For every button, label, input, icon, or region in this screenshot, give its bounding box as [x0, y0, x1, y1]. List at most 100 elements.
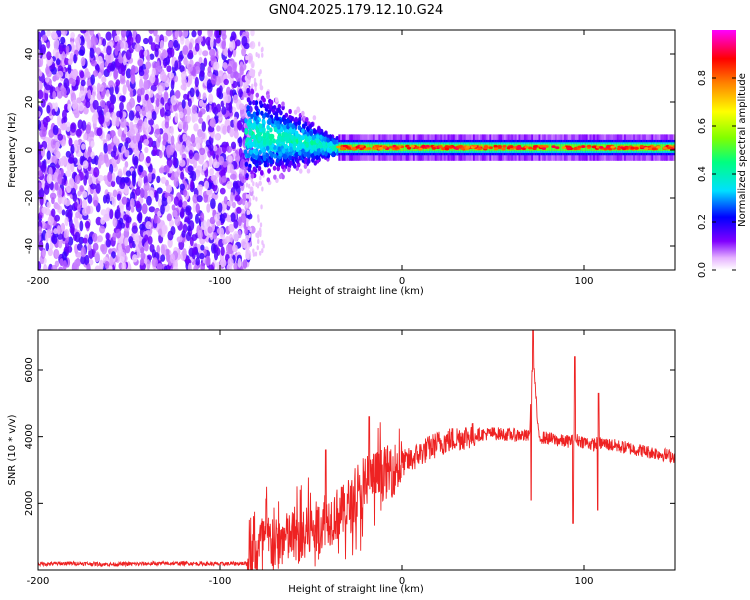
noise-cell	[47, 42, 51, 49]
transition-cell	[251, 174, 255, 179]
noise-cell	[134, 235, 139, 245]
noise-cell	[220, 259, 226, 268]
noise-cell	[162, 224, 168, 234]
noise-cell	[202, 163, 207, 171]
noise-cell	[75, 175, 81, 185]
noise-cell	[196, 203, 200, 213]
noise-cell	[214, 214, 220, 222]
noise-cell	[73, 54, 77, 64]
noise-cell	[174, 216, 180, 227]
noise-cell	[79, 220, 83, 231]
noise-cell	[252, 248, 254, 253]
noise-cell	[109, 103, 115, 112]
noise-cell	[81, 247, 86, 258]
signal-peak	[555, 146, 559, 149]
noise-cell	[165, 122, 169, 129]
transition-cell	[299, 169, 303, 174]
noise-cell	[93, 200, 98, 207]
snr-ylabel: SNR (10 * v/v)	[7, 414, 18, 485]
signal-peak	[656, 146, 660, 149]
noise-cell	[156, 98, 160, 107]
signal-peak	[622, 147, 626, 150]
noise-cell	[87, 194, 92, 204]
noise-cell	[226, 181, 232, 189]
noise-cell	[195, 77, 199, 88]
noise-cell	[74, 232, 80, 243]
transition-cell	[296, 159, 300, 164]
noise-cell	[101, 244, 107, 254]
noise-cell	[105, 233, 109, 241]
noise-cell	[174, 60, 178, 71]
noise-cell	[106, 193, 110, 203]
noise-cell	[214, 29, 218, 38]
noise-cell	[236, 207, 242, 214]
noise-cell	[200, 245, 204, 251]
noise-cell	[137, 59, 143, 66]
transition-cell	[278, 161, 282, 166]
noise-cell	[167, 231, 173, 241]
noise-cell	[182, 45, 188, 55]
noise-cell	[55, 151, 60, 159]
signal-peak	[407, 147, 411, 150]
noise-cell	[145, 221, 151, 229]
noise-cell	[42, 249, 46, 257]
transition-cell	[289, 160, 293, 165]
noise-cell	[183, 189, 187, 197]
signal-peak	[394, 146, 398, 149]
noise-cell	[72, 192, 77, 201]
noise-cell	[179, 111, 184, 118]
noise-cell	[246, 210, 248, 215]
transition-cell	[329, 148, 333, 153]
transition-cell	[273, 153, 277, 158]
noise-cell	[45, 84, 51, 90]
transition-cell	[313, 115, 317, 120]
transition-cell	[275, 111, 279, 116]
transition-cell	[305, 143, 309, 148]
noise-cell	[146, 156, 151, 163]
noise-cell	[178, 121, 184, 129]
noise-cell	[57, 204, 61, 210]
noise-cell	[97, 175, 103, 182]
signal-peak	[367, 147, 371, 150]
noise-cell	[45, 66, 50, 74]
noise-cell	[46, 105, 50, 114]
noise-cell	[255, 197, 257, 202]
noise-cell	[100, 63, 104, 70]
noise-cell	[138, 177, 143, 187]
transition-cell	[310, 140, 314, 145]
noise-cell	[210, 198, 216, 209]
noise-cell	[239, 103, 244, 110]
x-tick-label: 100	[574, 576, 593, 587]
noise-cell	[262, 244, 264, 249]
transition-cell	[256, 119, 260, 124]
noise-cell	[64, 217, 68, 227]
transition-cell	[260, 171, 264, 176]
transition-cell	[298, 137, 302, 142]
noise-cell	[257, 214, 259, 219]
transition-cell	[333, 145, 337, 150]
noise-cell	[199, 100, 204, 107]
transition-cell	[295, 131, 299, 136]
noise-cell	[85, 170, 89, 180]
noise-cell	[182, 99, 186, 108]
transition-cell	[299, 142, 303, 147]
noise-cell	[113, 189, 118, 197]
signal-peak	[355, 146, 359, 149]
noise-cell	[131, 73, 136, 84]
noise-cell	[188, 64, 193, 72]
noise-cell	[228, 155, 233, 162]
transition-cell	[270, 100, 274, 105]
noise-cell	[109, 256, 113, 266]
noise-cell	[202, 50, 208, 56]
signal-peak	[383, 146, 387, 149]
signal-peak	[603, 148, 607, 151]
transition-cell	[249, 142, 253, 147]
signal-peak	[573, 147, 577, 150]
noise-cell	[183, 94, 188, 100]
noise-cell	[217, 265, 221, 274]
noise-cell	[216, 247, 220, 256]
transition-cell	[246, 105, 250, 110]
noise-cell	[73, 157, 78, 164]
noise-cell	[96, 183, 101, 194]
noise-cell	[62, 209, 66, 215]
